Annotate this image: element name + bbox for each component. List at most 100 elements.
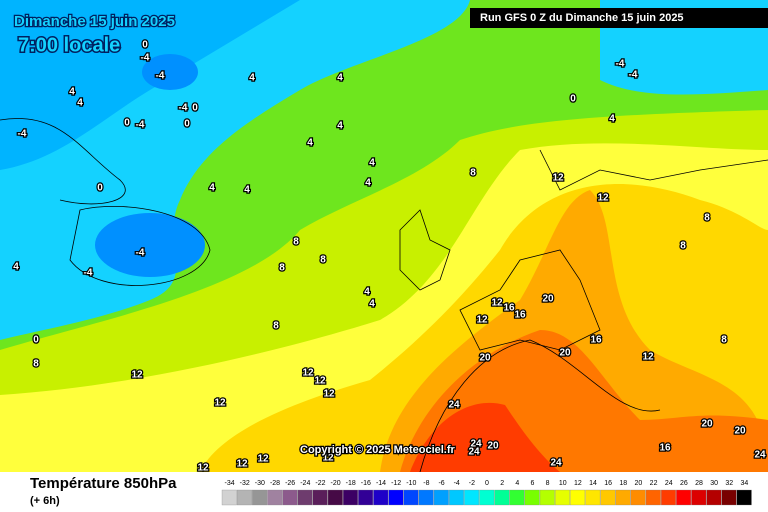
scale-label: -20 [331, 480, 341, 487]
scale-swatch [403, 489, 419, 506]
contour-label: 4 [307, 138, 313, 149]
run-text: Run GFS 0 Z du Dimanche 15 juin 2025 [480, 12, 684, 24]
contour-label: 8 [704, 213, 710, 224]
contour-label: 8 [279, 263, 285, 274]
contour [69, 205, 211, 286]
contour-label: -4 [136, 120, 145, 131]
scale-label: -4 [454, 480, 460, 487]
contour-label: 8 [293, 237, 299, 248]
contour-label: -4 [136, 248, 145, 259]
contour-label: 12 [642, 352, 654, 363]
scale-label: -12 [391, 480, 401, 487]
contour-label: 4 [13, 262, 19, 273]
scale-swatch [494, 489, 510, 506]
scale-label: -22 [315, 480, 325, 487]
scale-swatch [312, 489, 328, 506]
contour-label: 8 [470, 168, 476, 179]
scale-label: -24 [300, 480, 310, 487]
scale-label: -8 [423, 480, 429, 487]
contour-label: 0 [184, 119, 190, 130]
scale-swatch [448, 489, 464, 506]
contour-label: 12 [314, 376, 326, 387]
contour-label: -4 [179, 103, 188, 114]
scale-label: 28 [695, 480, 703, 487]
scale-swatch [645, 489, 661, 506]
scale-swatch [630, 489, 646, 506]
contour-label: -4 [156, 71, 165, 82]
scale-label: 18 [619, 480, 627, 487]
scale-swatch [236, 489, 252, 506]
scale-label: 26 [680, 480, 688, 487]
footer-title: Température 850hPa [30, 475, 177, 492]
time: 7:00 locale [18, 34, 120, 56]
contour-label: 0 [124, 118, 130, 129]
contour-label: 8 [273, 321, 279, 332]
contour-label: 12 [323, 389, 335, 400]
contour-label: 4 [609, 114, 615, 125]
scale-label: 34 [741, 480, 749, 487]
scale-swatch [736, 489, 752, 506]
color-scale: -34 -32 -30 -28 -26 -24 -22 -20 -18 -16 -14 -12 -10-… [221, 480, 752, 506]
scale-label: -2 [469, 480, 475, 487]
contour-label: 4 [249, 73, 255, 84]
scale-swatch [418, 489, 434, 506]
scale-label: -26 [285, 480, 295, 487]
scale-label: 6 [530, 480, 534, 487]
contour-label: 12 [491, 298, 503, 309]
date: Dimanche 15 juin 2025 [14, 13, 175, 30]
scale-label: -18 [346, 480, 356, 487]
contour-label: 4 [337, 121, 343, 132]
contour-label: 12 [597, 193, 609, 204]
cold-core [95, 213, 205, 277]
contour-label: 16 [590, 335, 602, 346]
scale-swatch [252, 489, 268, 506]
scale-swatch [676, 489, 692, 506]
contour-label: 20 [701, 419, 713, 430]
contour-label: 8 [33, 359, 39, 370]
contour-label: 12 [476, 315, 488, 326]
contour-label: 12 [257, 454, 269, 465]
contour-label: 24 [550, 458, 562, 469]
contour-label: 12 [214, 398, 226, 409]
scale-label: 4 [515, 480, 519, 487]
run-box [470, 8, 768, 28]
contour-label: 20 [734, 426, 746, 437]
contour-label: -4 [616, 59, 625, 70]
scale-label: 30 [710, 480, 718, 487]
scale-label: 2 [500, 480, 504, 487]
contour-label: 8 [680, 241, 686, 252]
scale-swatch [600, 489, 616, 506]
scale-swatch [585, 489, 601, 506]
scale-label: 8 [546, 480, 550, 487]
copyright: Copyright © 2025 Meteociel.fr [300, 444, 456, 456]
contour-label: 20 [487, 441, 499, 452]
scale-label: 16 [604, 480, 612, 487]
scale-label: 14 [589, 480, 597, 487]
scale-swatch [554, 489, 570, 506]
scale-label: -10 [406, 480, 416, 487]
contour-label: 16 [514, 310, 526, 321]
contour-label: 4 [365, 178, 371, 189]
cold-zone [0, 0, 300, 170]
contour-label: 24 [754, 450, 766, 461]
hot-core [410, 402, 560, 472]
contour-label: 12 [552, 173, 564, 184]
scale-swatch [615, 489, 631, 506]
scale-label: -32 [240, 480, 250, 487]
contour-label: 12 [131, 370, 143, 381]
contour-label: 16 [503, 303, 515, 314]
contour-label: 8 [721, 335, 727, 346]
contour-label: 12 [302, 368, 314, 379]
scale-swatch [267, 489, 283, 506]
scale-label: -14 [376, 480, 386, 487]
contour-label: 8 [320, 255, 326, 266]
contour-label: 24 [470, 439, 482, 450]
scale-label: 10 [559, 480, 567, 487]
scale-swatch [282, 489, 298, 506]
scale-label: -28 [270, 480, 280, 487]
contour-label: 20 [559, 348, 571, 359]
scale-swatch [691, 489, 707, 506]
scale-swatch [342, 489, 358, 506]
scale-swatch [509, 489, 525, 506]
